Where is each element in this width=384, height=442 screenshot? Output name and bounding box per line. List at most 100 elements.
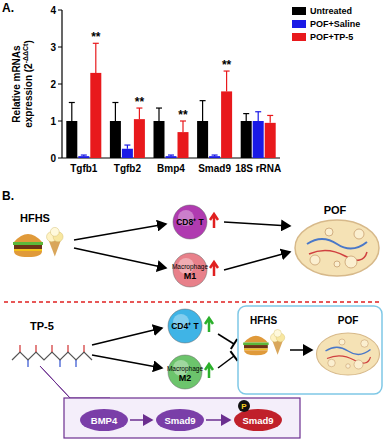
annotation: ** — [91, 30, 101, 44]
cell-label: CD8⁺ T — [176, 217, 204, 227]
y-label-line: Relative mRNAs — [11, 45, 22, 123]
error-stem — [226, 71, 227, 91]
up-arrow — [205, 318, 213, 332]
outcome-label: POF — [324, 204, 347, 216]
vessel — [307, 239, 367, 249]
molecule-bond — [59, 360, 60, 367]
error-bar — [69, 103, 75, 122]
error-bar — [124, 145, 130, 149]
figure: A.01234Relative mRNAsexpression (2-ΔΔCt)… — [0, 0, 384, 442]
pathway-box — [64, 398, 300, 438]
annotation: ** — [222, 58, 232, 72]
bars — [66, 43, 275, 158]
pathway-label: Smad9 — [164, 415, 195, 426]
bun-bottom — [244, 350, 268, 355]
bar — [90, 73, 101, 158]
cell-sublabel: M1 — [184, 271, 197, 281]
ovary-icon — [317, 333, 380, 375]
up-arrow — [205, 364, 213, 378]
molecule-bond — [35, 345, 36, 352]
legend-swatch — [292, 33, 306, 41]
y-tick — [58, 47, 62, 48]
arrow — [92, 328, 162, 345]
error-cap — [243, 113, 249, 114]
error-cap — [168, 154, 174, 155]
error-cap — [267, 115, 273, 116]
bar — [221, 91, 232, 158]
error-bar — [136, 108, 142, 119]
pathway-label: BMP4 — [91, 415, 118, 426]
molecule-bond — [51, 345, 52, 352]
inhibit-line — [218, 334, 234, 344]
pathway-node — [234, 409, 282, 431]
follicle — [339, 339, 345, 345]
x-tick-label: Tgfb2 — [114, 163, 142, 174]
legend-swatch — [292, 7, 306, 15]
cell-label: CD4⁺ T — [171, 321, 199, 331]
bun-top — [14, 234, 42, 242]
y-tick — [58, 121, 62, 122]
follicle — [354, 360, 363, 369]
error-bar — [243, 114, 249, 121]
molecule-chain — [12, 352, 92, 360]
y-tick-label: 0 — [50, 153, 56, 164]
cell — [173, 205, 207, 239]
molecule-bond — [27, 360, 28, 367]
error-stem — [115, 103, 116, 122]
error-cap — [200, 100, 206, 101]
error-bar — [200, 101, 206, 121]
scoop — [50, 227, 59, 236]
error-bar — [255, 112, 261, 121]
y-tick-label: 4 — [50, 5, 56, 16]
error-stem — [158, 108, 159, 121]
molecule-bond — [83, 345, 84, 352]
error-bar — [180, 121, 186, 132]
up-arrow — [210, 214, 218, 228]
follicle — [361, 340, 369, 348]
phospho-label: P — [241, 402, 247, 411]
callout — [40, 366, 110, 398]
cheese — [244, 348, 268, 350]
pathway-arrow — [206, 419, 230, 421]
y-label-sup: -ΔΔCt — [22, 43, 29, 63]
error-cap — [69, 102, 75, 103]
cell-label: Macrophage — [167, 365, 204, 373]
y-tick-label: 2 — [50, 79, 56, 90]
arrow — [224, 252, 290, 270]
x-tick-label: Bmp4 — [157, 163, 185, 174]
callout — [40, 366, 70, 398]
bar — [241, 121, 252, 158]
legend-label: POF+TP-5 — [310, 32, 353, 42]
arrow — [74, 224, 166, 240]
y-tick-label: 1 — [50, 116, 56, 127]
cell-sublabel: M2 — [179, 373, 192, 383]
error-stem — [182, 121, 183, 132]
follicle — [346, 364, 351, 369]
panel-label: B. — [2, 189, 14, 203]
bar — [134, 119, 145, 158]
icecream-icon — [47, 227, 64, 256]
cheese — [14, 249, 42, 251]
icecream-icon — [270, 330, 284, 355]
bar — [66, 121, 77, 158]
divider — [4, 301, 382, 303]
x-tick-label: 18S rRNA — [235, 163, 281, 174]
inhibit-bar — [230, 351, 237, 361]
error-bar — [112, 103, 118, 122]
bar — [110, 121, 121, 158]
error-stem — [258, 112, 259, 121]
cell-label: Macrophage — [172, 263, 209, 271]
inhibit-line — [218, 356, 234, 368]
cell — [173, 253, 207, 287]
context-box — [238, 306, 382, 394]
vessel — [326, 347, 371, 354]
follicle — [328, 359, 336, 367]
input-label: HFHS — [20, 212, 50, 224]
arrow — [74, 248, 166, 268]
bun-bottom — [14, 251, 42, 257]
up-arrow — [210, 262, 218, 276]
follicle — [325, 228, 333, 236]
cell — [168, 355, 202, 389]
pathway-label: Smad9 — [242, 415, 273, 426]
annotation: ** — [178, 108, 188, 122]
